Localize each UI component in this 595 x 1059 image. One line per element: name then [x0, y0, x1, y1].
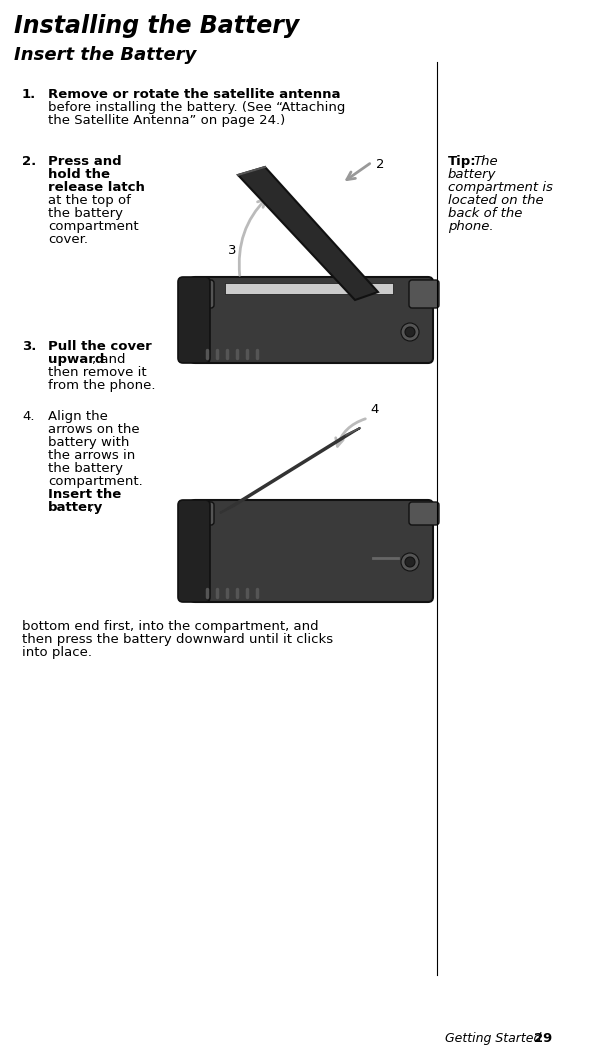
Text: Align the: Align the: [48, 410, 108, 423]
Text: the Satellite Antenna” on page 24.): the Satellite Antenna” on page 24.): [48, 114, 285, 127]
Text: then press the battery downward until it clicks: then press the battery downward until it…: [22, 633, 333, 646]
Text: the arrows in: the arrows in: [48, 449, 135, 462]
Text: release latch: release latch: [48, 181, 145, 194]
Text: into place.: into place.: [22, 646, 92, 659]
Text: 3: 3: [228, 244, 236, 257]
Text: Insert the: Insert the: [48, 488, 121, 501]
Text: Installing the Battery: Installing the Battery: [14, 14, 299, 38]
Text: , and: , and: [92, 353, 126, 366]
FancyBboxPatch shape: [178, 277, 210, 363]
Text: compartment: compartment: [48, 220, 139, 233]
Text: at the top of: at the top of: [48, 194, 131, 207]
Text: 2.: 2.: [22, 155, 36, 168]
Bar: [225, 283, 393, 294]
Text: back of the: back of the: [448, 207, 522, 220]
Text: 29: 29: [534, 1033, 552, 1045]
Text: 3.: 3.: [22, 340, 36, 353]
Text: hold the: hold the: [48, 168, 110, 181]
Text: Pull the cover: Pull the cover: [48, 340, 152, 353]
Polygon shape: [238, 167, 378, 300]
Text: ,: ,: [88, 501, 92, 514]
Text: Insert the Battery: Insert the Battery: [14, 46, 196, 64]
Text: from the phone.: from the phone.: [48, 379, 155, 392]
Text: located on the: located on the: [448, 194, 544, 207]
FancyBboxPatch shape: [409, 502, 439, 525]
Text: then remove it: then remove it: [48, 366, 146, 379]
Circle shape: [405, 327, 415, 337]
Text: upward: upward: [48, 353, 104, 366]
FancyBboxPatch shape: [178, 500, 210, 602]
Text: Tip:: Tip:: [448, 155, 477, 168]
Circle shape: [401, 323, 419, 341]
Text: 4.: 4.: [22, 410, 35, 423]
Text: compartment is: compartment is: [448, 181, 553, 194]
Text: Getting Started: Getting Started: [445, 1033, 541, 1045]
FancyBboxPatch shape: [190, 500, 433, 602]
Text: battery with: battery with: [48, 436, 129, 449]
Text: The: The: [473, 155, 497, 168]
FancyBboxPatch shape: [190, 277, 433, 363]
FancyBboxPatch shape: [184, 502, 214, 525]
Text: 2: 2: [376, 158, 384, 170]
FancyBboxPatch shape: [409, 280, 439, 308]
FancyBboxPatch shape: [184, 280, 214, 308]
Polygon shape: [220, 428, 360, 513]
Text: 4: 4: [370, 403, 378, 416]
Text: the battery: the battery: [48, 462, 123, 475]
Circle shape: [405, 557, 415, 567]
Text: 1.: 1.: [22, 88, 36, 101]
Text: cover.: cover.: [48, 233, 88, 246]
Text: arrows on the: arrows on the: [48, 423, 140, 436]
Text: compartment.: compartment.: [48, 475, 143, 488]
Text: battery: battery: [448, 168, 496, 181]
Text: before installing the battery. (See “Attaching: before installing the battery. (See “Att…: [48, 101, 345, 114]
Text: phone.: phone.: [448, 220, 494, 233]
Text: Press and: Press and: [48, 155, 121, 168]
Text: battery: battery: [48, 501, 104, 514]
Circle shape: [401, 553, 419, 571]
Text: bottom end first, into the compartment, and: bottom end first, into the compartment, …: [22, 620, 319, 633]
Text: Remove or rotate the satellite antenna: Remove or rotate the satellite antenna: [48, 88, 340, 101]
Text: the battery: the battery: [48, 207, 123, 220]
